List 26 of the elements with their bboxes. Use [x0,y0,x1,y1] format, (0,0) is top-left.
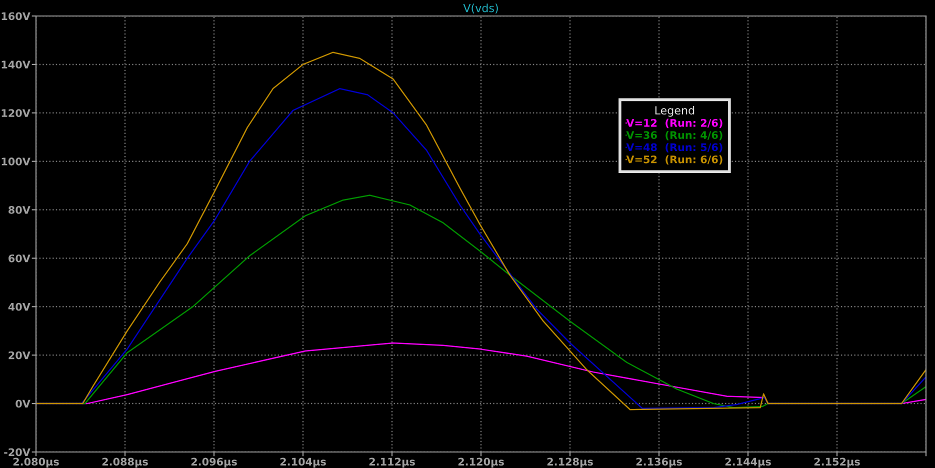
y-tick-label: 60V [8,254,30,262]
y-tick-label: -20V [4,448,30,456]
chart-title: V(vds) [463,4,498,14]
legend-label: V=36 (Run: 4/6) [626,130,722,140]
x-tick-label: 2.104µs [280,458,326,468]
x-tick-label: 2.112µs [369,458,415,468]
x-tick-label: 2.120µs [458,458,504,468]
legend-label: V=12 (Run: 2/6) [626,118,722,128]
x-tick-label: 2.088µs [102,458,148,468]
legend-label: V=52 (Run: 6/6) [626,155,722,165]
y-tick-label: 160V [2,12,30,20]
y-tick-label: 40V [8,302,30,311]
x-tick-label: 2.128µs [547,458,593,468]
y-tick-label: 120V [2,109,30,117]
x-tick-label: 2.136µs [636,458,682,468]
y-tick-label: 0V [16,400,30,408]
legend-label: V=48 (Run: 5/6) [626,143,722,152]
x-tick-label: 2.080µs [13,458,59,468]
x-tick-label: 2.144µs [725,458,771,468]
y-tick-label: 80V [8,206,30,214]
y-tick-label: 20V [8,351,30,360]
x-tick-label: 2.152µs [814,458,860,468]
x-tick-label: 2.096µs [191,458,237,468]
legend-title: Legend [655,106,694,117]
y-tick-label: 140V [2,60,30,69]
y-tick-label: 100V [2,158,30,166]
